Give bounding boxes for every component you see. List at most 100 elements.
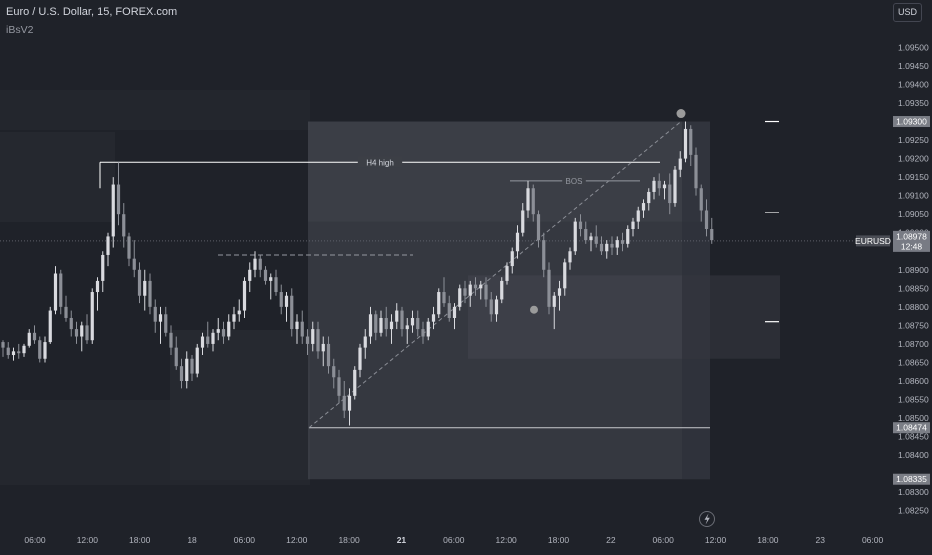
candle-body	[615, 240, 619, 248]
x-tick-label: 18:00	[757, 535, 779, 545]
candle	[636, 206, 640, 230]
candle	[85, 314, 89, 344]
candle-body	[458, 288, 462, 307]
x-tick-label: 12:00	[286, 535, 308, 545]
candle	[179, 358, 184, 389]
candle	[80, 321, 84, 352]
candle	[578, 214, 583, 237]
candle	[631, 217, 635, 237]
candle	[662, 180, 667, 200]
y-tick-label: 1.09050	[898, 209, 929, 219]
candle	[48, 306, 52, 344]
candle	[699, 184, 703, 222]
candle	[531, 184, 535, 222]
candle-body	[101, 254, 105, 281]
y-tick-label: 1.09150	[898, 172, 929, 182]
bar-countdown-label: 12:48	[893, 240, 930, 252]
candle-body	[59, 273, 63, 307]
candle-body	[573, 221, 577, 252]
candle-body	[206, 336, 210, 344]
alert-button-ring	[699, 511, 715, 527]
y-tick-label: 1.09200	[898, 154, 929, 164]
candle	[494, 295, 499, 322]
candle-body	[626, 229, 630, 244]
candle	[111, 177, 115, 248]
candle-body	[599, 243, 604, 252]
candle-body	[610, 243, 614, 248]
candle	[599, 236, 604, 255]
candle-body	[221, 329, 226, 337]
y-tick-label: 1.09100	[898, 191, 929, 201]
price-label: 1.08335	[893, 473, 930, 485]
candle-body	[494, 299, 499, 315]
candle-body	[584, 229, 588, 241]
candle	[122, 203, 126, 248]
alert-button[interactable]	[699, 511, 715, 527]
price-label-bg	[893, 230, 930, 242]
candle-body	[463, 288, 467, 296]
lightning-icon	[704, 513, 710, 525]
candle	[710, 217, 714, 244]
candle	[59, 269, 63, 315]
candle-body	[662, 184, 667, 189]
candle	[557, 280, 562, 311]
candle	[652, 177, 656, 200]
currency-button[interactable]: USD	[893, 3, 922, 22]
candle	[6, 342, 10, 359]
candle-body	[689, 128, 693, 155]
candle	[137, 262, 142, 304]
candle	[689, 125, 693, 167]
candle	[185, 351, 189, 389]
price-label-text: 1.08474	[896, 423, 927, 433]
candle-body	[258, 258, 262, 270]
candle	[542, 232, 546, 278]
candle-body	[442, 292, 446, 304]
price-label-text: 12:48	[901, 241, 923, 251]
candle	[668, 173, 672, 215]
candle-body	[153, 306, 157, 322]
candle	[337, 369, 341, 404]
candle-body	[295, 321, 299, 330]
candle-body	[169, 332, 173, 348]
candle-body	[127, 236, 131, 259]
candles-layer	[1, 121, 714, 426]
background-band	[170, 330, 310, 480]
candle	[200, 332, 205, 356]
candle	[116, 162, 121, 226]
candle	[153, 299, 157, 333]
candle	[437, 288, 441, 318]
candle-body	[190, 358, 194, 374]
y-tick-label: 1.09450	[898, 61, 929, 71]
candle	[32, 325, 37, 344]
candle-body	[279, 292, 283, 307]
candle-body	[6, 347, 10, 356]
candle	[573, 217, 577, 255]
candle	[610, 236, 614, 255]
x-tick-label: 06:00	[653, 535, 675, 545]
candle-body	[300, 321, 304, 337]
y-tick-label: 1.08250	[898, 506, 929, 516]
candle	[363, 329, 367, 359]
candle-body	[185, 358, 189, 381]
candle	[221, 321, 226, 344]
candle-body	[468, 284, 472, 296]
candle	[305, 329, 310, 356]
candle	[620, 232, 625, 252]
candle	[563, 258, 567, 296]
candle-body	[694, 154, 698, 189]
indicator-name[interactable]: iBsV2	[6, 24, 34, 36]
bos-label: BOS	[566, 177, 583, 186]
candle	[473, 277, 478, 296]
candle-body	[195, 347, 199, 374]
candle-body	[90, 292, 94, 341]
candle	[458, 284, 462, 311]
y-tick-label: 1.08750	[898, 320, 929, 330]
candle-body	[132, 258, 136, 270]
x-tick-label: 23	[816, 535, 826, 545]
candle	[647, 188, 651, 211]
candle	[421, 321, 425, 344]
candle	[169, 325, 173, 356]
candle-body	[594, 236, 598, 244]
